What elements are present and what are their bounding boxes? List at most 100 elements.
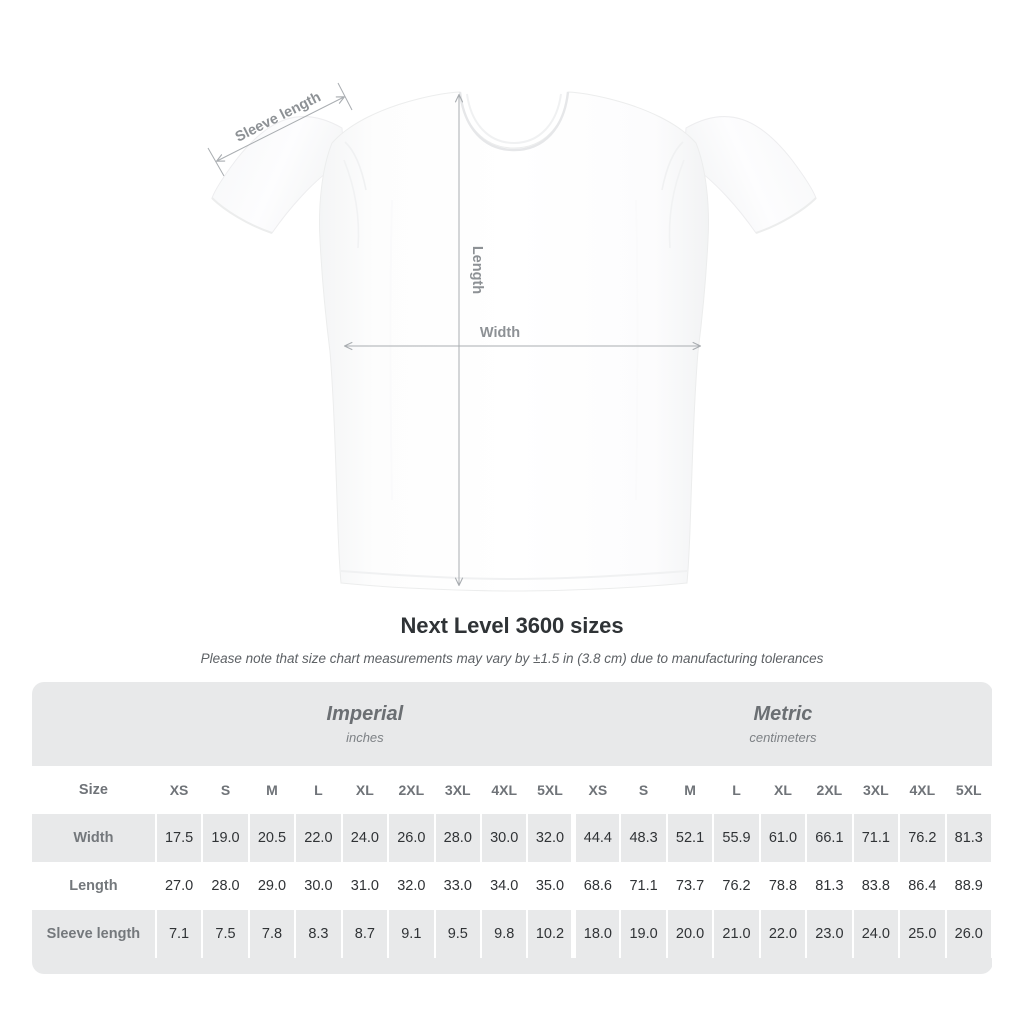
size-header-imperial-2xl: 2XL	[387, 766, 436, 814]
cell-imperial-xl: 24.0	[340, 814, 390, 862]
cell-imperial-4xl: 34.0	[479, 862, 529, 910]
cell-imperial-2xl: 32.0	[387, 862, 436, 910]
cell-metric-xl: 78.8	[758, 862, 808, 910]
unit-group-metric: Metric centimeters	[573, 682, 992, 766]
cell-metric-2xl: 81.3	[805, 862, 854, 910]
table-pad-cell	[666, 958, 714, 974]
cell-imperial-5xl: 35.0	[526, 862, 575, 910]
cell-metric-l: 55.9	[712, 814, 761, 862]
cell-metric-s: 71.1	[619, 862, 668, 910]
cell-metric-m: 20.0	[665, 910, 715, 958]
cell-imperial-s: 19.0	[201, 814, 250, 862]
unit-group-subtitle: centimeters	[749, 729, 817, 745]
table-pad-cell	[527, 958, 574, 974]
cell-imperial-4xl: 9.8	[479, 910, 529, 958]
cell-metric-2xl: 66.1	[805, 814, 854, 862]
size-header-imperial-l: L	[294, 766, 343, 814]
cell-metric-3xl: 83.8	[851, 862, 901, 910]
cell-metric-3xl: 24.0	[851, 910, 901, 958]
unit-group-subtitle: inches	[346, 729, 384, 745]
cell-metric-5xl: 88.9	[944, 862, 993, 910]
row-label-width: Width	[32, 814, 157, 862]
chart-heading: Next Level 3600 sizes Please note that s…	[0, 612, 1024, 667]
table-pad-cell	[713, 958, 760, 974]
cell-imperial-3xl: 28.0	[433, 814, 483, 862]
size-header-row: Size XS S M L XL 2XL 3XL 4XL 5XL XS S M L XL 2XL 3XL 4XL 5…	[32, 766, 993, 814]
table-pad-cell	[341, 958, 389, 974]
cell-imperial-xs: 17.5	[154, 814, 204, 862]
cell-metric-5xl: 81.3	[944, 814, 993, 862]
cell-metric-s: 48.3	[619, 814, 668, 862]
cell-imperial-xl: 31.0	[340, 862, 390, 910]
cell-metric-s: 19.0	[619, 910, 668, 958]
cell-metric-xs: 68.6	[571, 862, 622, 910]
size-header-metric-5xl: 5XL	[944, 766, 993, 814]
unit-group-name: Metric	[753, 702, 813, 725]
unit-group-imperial: Imperial inches	[155, 682, 574, 766]
table-pad-cell	[945, 958, 992, 974]
size-header-metric-l: L	[712, 766, 761, 814]
cell-imperial-l: 8.3	[294, 910, 343, 958]
cell-imperial-5xl: 32.0	[526, 814, 575, 862]
cell-metric-4xl: 76.2	[898, 814, 947, 862]
table-pad-cell	[295, 958, 342, 974]
table-row: Width 17.5 19.0 20.5 22.0 24.0 26.0 28.0 30.0 32.…	[32, 814, 993, 862]
cell-metric-m: 52.1	[665, 814, 715, 862]
table-pad-cell	[248, 958, 296, 974]
cell-metric-xl: 61.0	[758, 814, 808, 862]
unit-group-name: Imperial	[326, 702, 404, 725]
table-pad-cell	[155, 958, 203, 974]
row-label-length: Length	[32, 862, 157, 910]
table-pad-cell	[759, 958, 807, 974]
cell-metric-l: 21.0	[712, 910, 761, 958]
size-header-imperial-xs: XS	[154, 766, 204, 814]
unit-header-spacer	[32, 682, 156, 766]
cell-imperial-s: 28.0	[201, 862, 250, 910]
table-pad-cell	[806, 958, 853, 974]
size-header-metric-2xl: 2XL	[805, 766, 854, 814]
cell-metric-4xl: 86.4	[898, 862, 947, 910]
cell-metric-xl: 22.0	[758, 910, 808, 958]
unit-group-header-row: Imperial inches Metric centimeters	[32, 682, 992, 766]
table-pad-cell	[620, 958, 667, 974]
size-header-imperial-5xl: 5XL	[526, 766, 575, 814]
cell-imperial-xs: 7.1	[154, 910, 204, 958]
size-header-metric-4xl: 4XL	[898, 766, 947, 814]
cell-metric-3xl: 71.1	[851, 814, 901, 862]
table-row: Sleeve length 7.1 7.5 7.8 8.3 8.7 9.1 9.5 9.8 10.…	[32, 910, 993, 958]
cell-metric-4xl: 25.0	[898, 910, 947, 958]
cell-metric-l: 76.2	[712, 862, 761, 910]
size-chart-table: Imperial inches Metric centimeters Size XS S M L…	[32, 682, 993, 974]
cell-imperial-5xl: 10.2	[526, 910, 575, 958]
cell-imperial-2xl: 9.1	[387, 910, 436, 958]
cell-imperial-l: 30.0	[294, 862, 343, 910]
table-pad-cell	[852, 958, 900, 974]
table-bottom-pad	[32, 958, 992, 974]
length-annotation: Length	[454, 93, 485, 587]
table-pad-cell	[434, 958, 481, 974]
size-header-metric-3xl: 3XL	[851, 766, 901, 814]
table-pad-cell	[388, 958, 435, 974]
cell-metric-m: 73.7	[665, 862, 715, 910]
cell-imperial-xl: 8.7	[340, 910, 390, 958]
cell-imperial-2xl: 26.0	[387, 814, 436, 862]
cell-imperial-xs: 27.0	[154, 862, 204, 910]
table-pad-cell	[573, 958, 621, 974]
cell-imperial-s: 7.5	[201, 910, 250, 958]
cell-imperial-m: 20.5	[247, 814, 297, 862]
cell-metric-xs: 44.4	[571, 814, 622, 862]
cell-metric-xs: 18.0	[571, 910, 622, 958]
size-header-metric-xs: XS	[571, 766, 622, 814]
cell-imperial-l: 22.0	[294, 814, 343, 862]
table-pad-cell	[202, 958, 249, 974]
cell-metric-2xl: 23.0	[805, 910, 854, 958]
tshirt-silhouette	[211, 91, 817, 592]
tolerance-note: Please note that size chart measurements…	[200, 651, 824, 666]
size-header-imperial-s: S	[201, 766, 250, 814]
size-header-metric-m: M	[665, 766, 715, 814]
tshirt-diagram: Sleeve length Length Width	[207, 82, 817, 592]
cell-imperial-3xl: 9.5	[433, 910, 483, 958]
table-pad-cell	[32, 958, 156, 974]
size-header-imperial-xl: XL	[340, 766, 390, 814]
cell-imperial-4xl: 30.0	[479, 814, 529, 862]
